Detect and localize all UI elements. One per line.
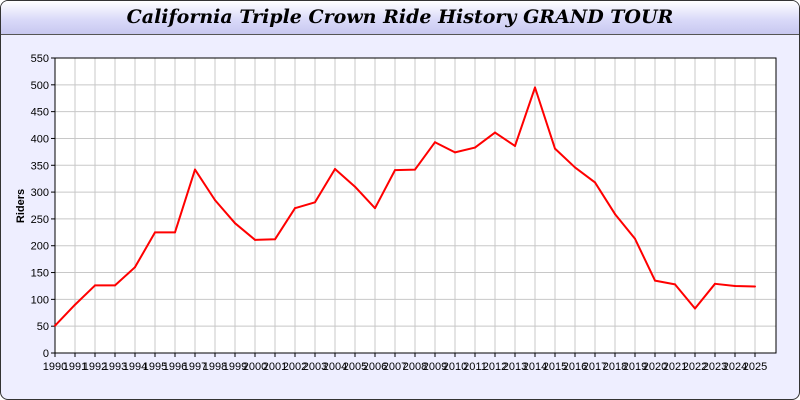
data-point [674,283,676,286]
data-point [694,307,696,310]
x-tick-label: 2007 [383,361,407,373]
data-point [434,141,436,144]
y-tick-label: 500 [31,80,49,92]
x-tick-label: 1995 [143,361,167,373]
y-tick-label: 50 [37,321,49,333]
data-point [374,207,376,210]
data-point [474,146,476,149]
x-tick-label: 1998 [203,361,227,373]
data-point [354,185,356,188]
x-tick-label: 2015 [543,361,567,373]
data-point [234,222,236,225]
data-point [594,181,596,184]
data-point [94,284,96,287]
data-point [134,266,136,269]
data-point [714,282,716,285]
x-tick-label: 2004 [323,361,347,373]
x-tick-label: 2011 [463,361,487,373]
plot-border [54,57,777,354]
data-point [214,199,216,202]
x-tick-label: 1999 [223,361,247,373]
x-tick-label: 2006 [363,361,387,373]
x-tick-label: 1993 [103,361,127,373]
x-tick-label: 2010 [443,361,467,373]
x-tick-label: 2001 [263,361,287,373]
y-tick-label: 400 [31,133,49,145]
x-tick-label: 1992 [83,361,107,373]
x-tick-label: 1994 [123,361,147,373]
x-tick-label: 1991 [63,361,87,373]
data-point [174,231,176,234]
x-tick-label: 2008 [403,361,427,373]
x-tick-label: 1997 [183,361,207,373]
data-point [534,86,536,89]
data-point [634,237,636,240]
y-tick-label: 350 [31,160,49,172]
data-point [154,231,156,234]
x-tick-label: 2014 [523,361,547,373]
data-point [274,238,276,241]
x-tick-label: 2024 [723,361,747,373]
data-point [494,131,496,134]
x-tick-label: 2013 [503,361,527,373]
data-point [734,284,736,287]
riders-line [54,86,756,327]
y-tick-label: 300 [31,187,49,199]
y-tick-label: 450 [31,107,49,119]
y-tick-label: 150 [31,268,49,280]
data-point [414,168,416,171]
x-tick-label: 2025 [743,361,767,373]
data-point [394,169,396,172]
x-tick-label: 1990 [43,361,67,373]
x-tick-label: 2018 [603,361,627,373]
data-point [514,144,516,147]
data-point [194,168,196,171]
data-point [754,285,756,288]
data-point [654,279,656,282]
y-tick-label: 100 [31,294,49,306]
x-tick-label: 2012 [483,361,507,373]
x-tick-label: 2020 [643,361,667,373]
data-point [294,207,296,210]
x-tick-label: 2019 [623,361,647,373]
title-bar: California Triple Crown Ride History GRA… [1,1,799,35]
x-tick-label: 2005 [343,361,367,373]
data-point [554,147,556,150]
x-tick-label: 2021 [663,361,687,373]
x-tick-label: 2017 [583,361,607,373]
x-tick-label: 2000 [243,361,267,373]
x-tick-label: 2016 [563,361,587,373]
chart-title: California Triple Crown Ride History GRA… [126,6,674,28]
data-point [254,238,256,241]
data-point [454,151,456,154]
x-tick-label: 2009 [423,361,447,373]
data-point [334,168,336,171]
data-point [574,166,576,169]
data-point [314,201,316,204]
data-point [54,324,56,327]
x-tick-label: 2003 [303,361,327,373]
data-point [74,303,76,306]
y-tick-label: 200 [31,241,49,253]
x-tick-label: 2022 [683,361,707,373]
data-point [114,284,116,287]
y-tick-label: 550 [31,53,49,65]
data-point [614,213,616,216]
x-tick-label: 2002 [283,361,307,373]
y-tick-label: 250 [31,214,49,226]
y-axis-label: Riders [15,189,27,223]
x-tick-label: 2023 [703,361,727,373]
y-tick-label: 0 [43,348,49,360]
x-tick-label: 1996 [163,361,187,373]
